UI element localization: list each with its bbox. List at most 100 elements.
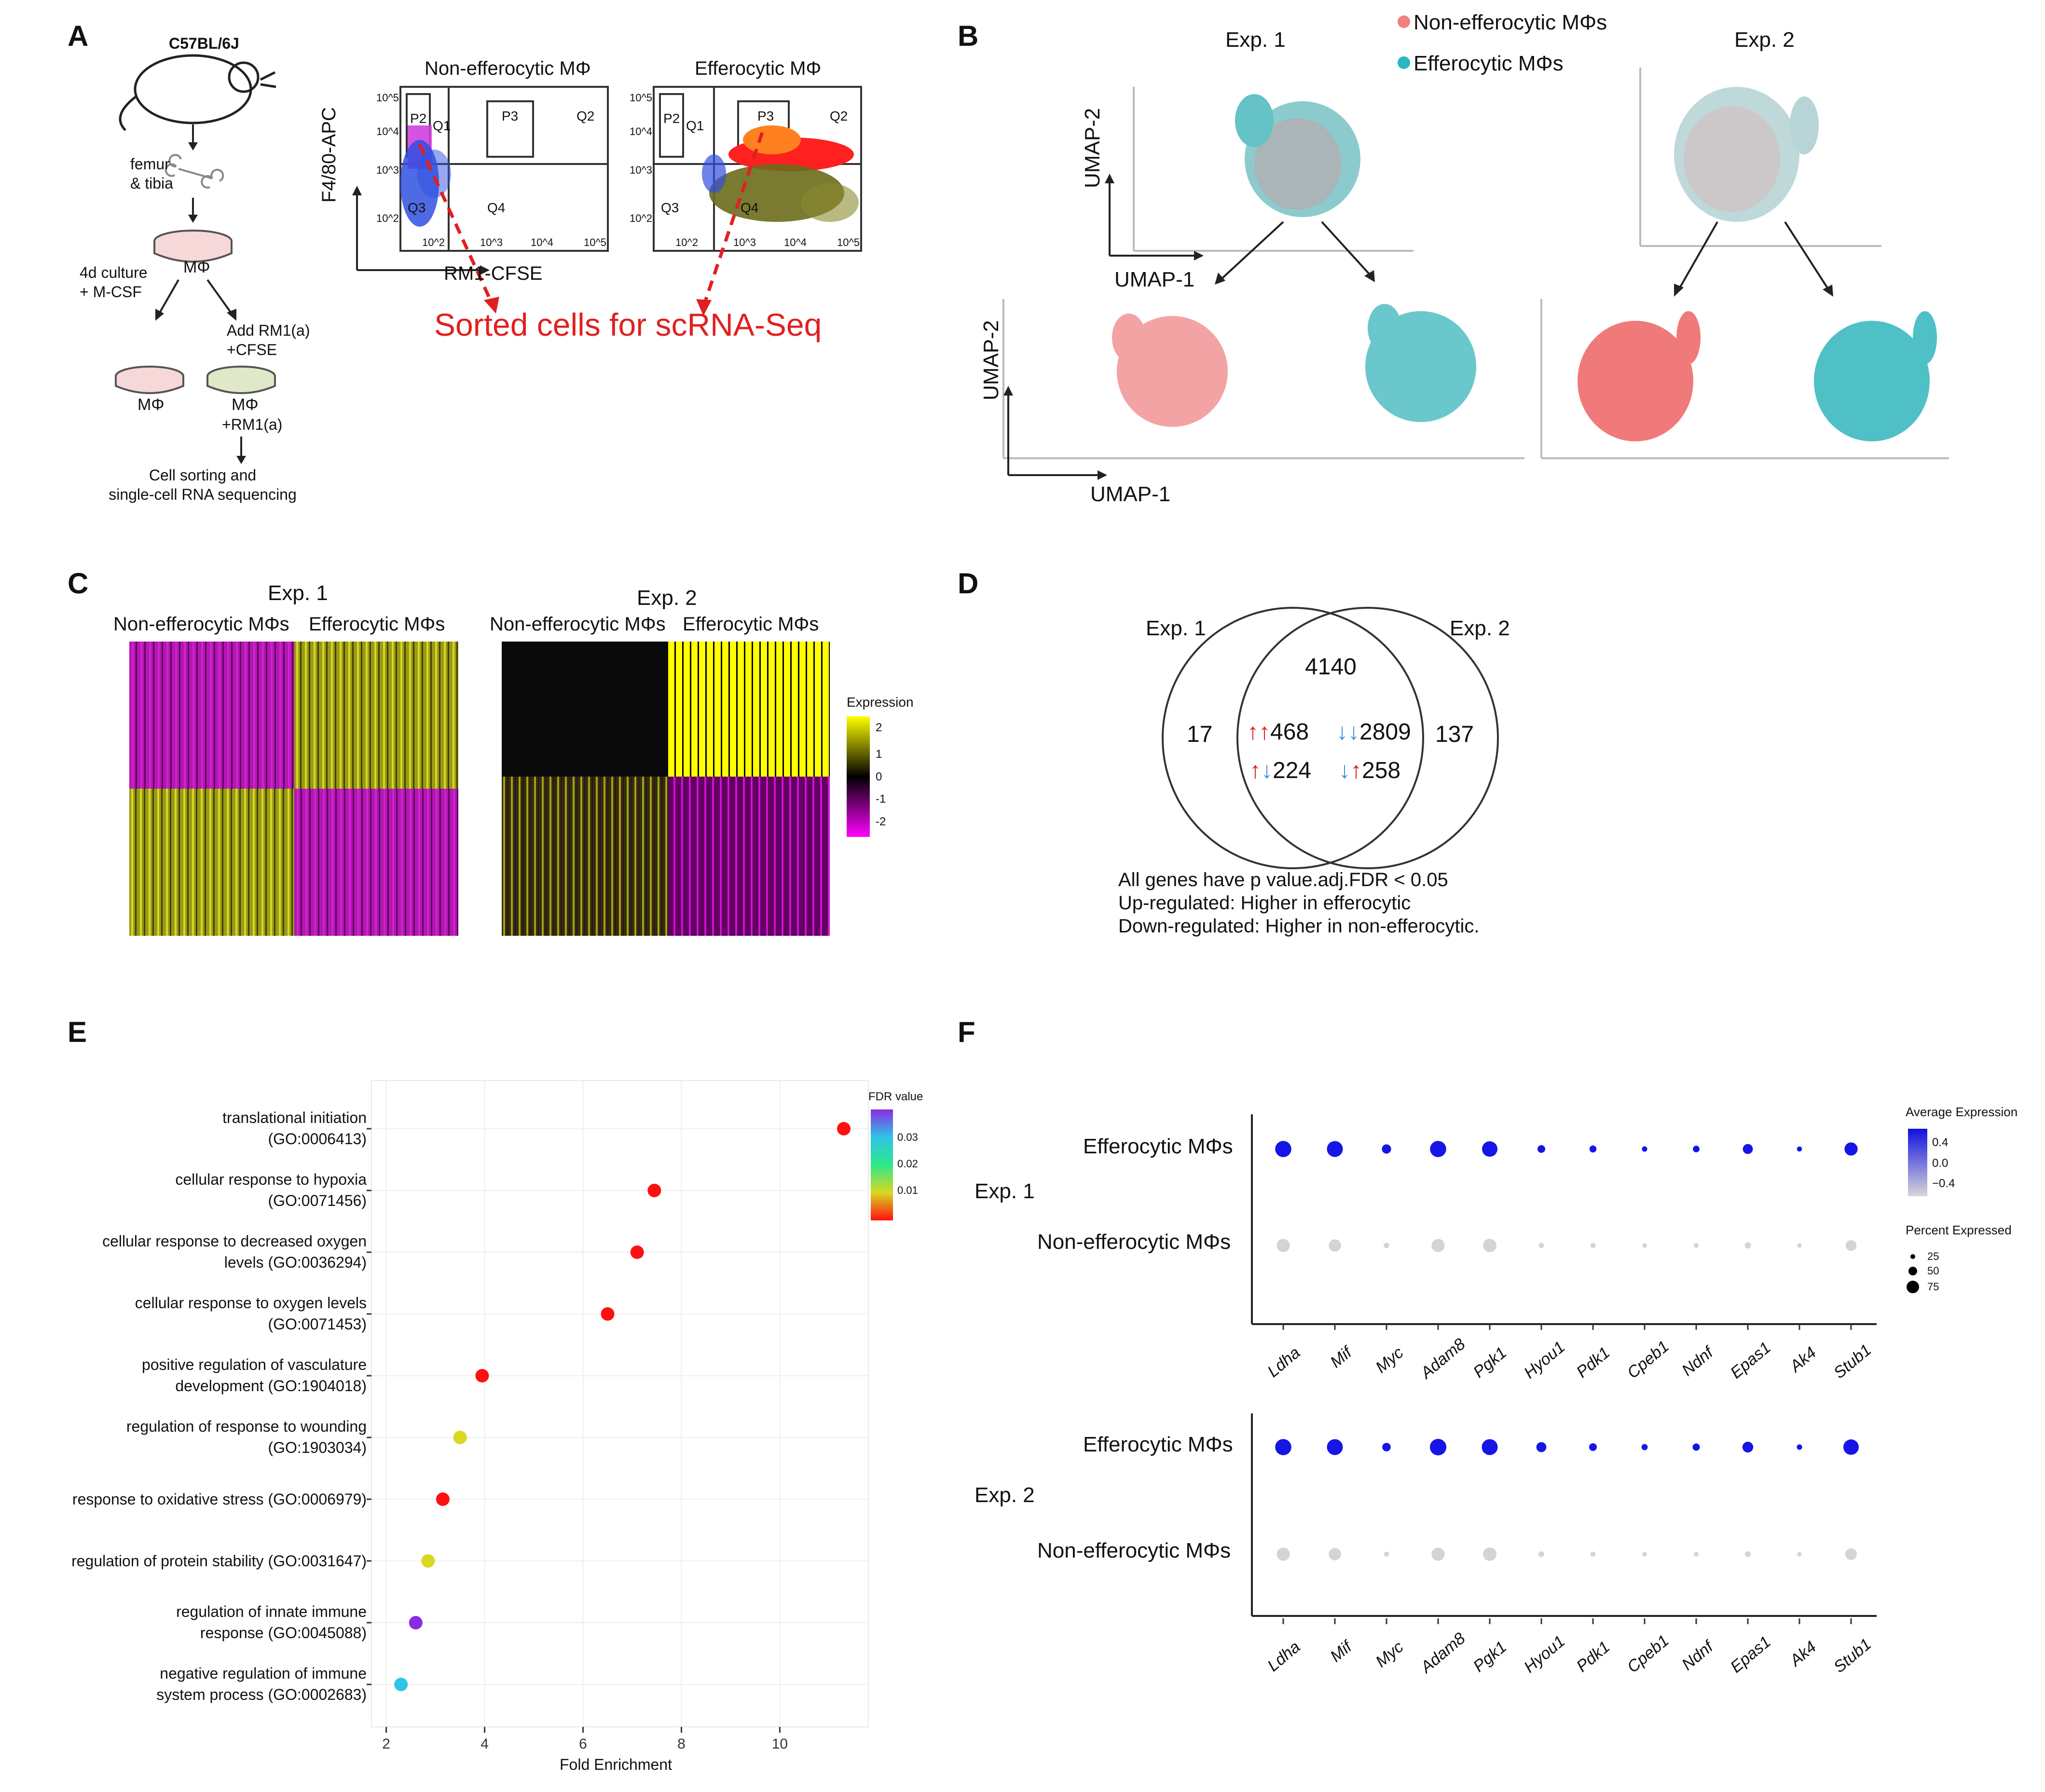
umap-y-label-bottom: UMAP-2	[979, 320, 1003, 400]
venn-only-exp1: 17	[1187, 722, 1213, 747]
dot-stub1	[1844, 1142, 1858, 1156]
expression-legend-title: Expression	[847, 695, 914, 710]
panel-label-f: F	[958, 1016, 975, 1048]
dot-ndnf	[1694, 1243, 1699, 1248]
dot-mif	[1327, 1141, 1343, 1157]
go-point	[837, 1122, 851, 1135]
sorted-arrow-left	[418, 144, 494, 305]
expression-colorbar	[847, 716, 870, 837]
venn-up-down-value: 224	[1273, 758, 1312, 783]
arrow-down-down-icon: ↓↓	[1336, 719, 1359, 745]
dot-adam8	[1431, 1547, 1445, 1561]
sorting-label: Cell sorting and single-cell RNA sequenc…	[109, 466, 297, 503]
arrow-down-icon-2: ↓	[1339, 758, 1350, 783]
dot-pdk1	[1589, 1443, 1597, 1451]
go-point	[630, 1245, 644, 1259]
pct-tick-75: 75	[1927, 1281, 1939, 1293]
mphi-rm1-label: +RM1(a)	[222, 416, 283, 433]
legend-efferocytic: Efferocytic MΦs	[1414, 52, 1564, 75]
dot-myc	[1384, 1243, 1389, 1248]
venn-set-exp2: Exp. 2	[1450, 616, 1510, 640]
mphi-left-label: MΦ	[137, 396, 165, 414]
dot-epas1	[1743, 1144, 1753, 1154]
legend-non-efferocytic: Non-efferocytic MΦs	[1414, 11, 1607, 34]
umap-exp2-split	[1540, 299, 1949, 459]
venn-note-2: Up-regulated: Higher in efferocytic	[1118, 892, 1411, 914]
avg-tick-00: 0.0	[1932, 1157, 1949, 1170]
dot-epas1	[1744, 1242, 1751, 1249]
venn-down-up: ↓↑258	[1339, 757, 1400, 784]
f-row-eff-1: Efferocytic MΦs	[1083, 1135, 1233, 1158]
go-point	[394, 1678, 408, 1691]
go-xtick-label: 8	[677, 1736, 686, 1752]
venn-down-up-value: 258	[1362, 758, 1401, 783]
dot-stub1	[1845, 1548, 1857, 1560]
dot-pgk1	[1483, 1547, 1496, 1561]
gate-p2-right: P2	[663, 111, 680, 126]
umap-exp2-combined	[1639, 68, 1881, 247]
gate-q3-left: Q3	[408, 200, 426, 215]
dot-adam8	[1430, 1141, 1446, 1157]
tick-left-y-3: 10^4	[376, 125, 399, 137]
pct-tick-50: 50	[1927, 1265, 1939, 1277]
gate-q4-right: Q4	[741, 200, 759, 215]
dot-mif	[1327, 1439, 1343, 1455]
go-term-label: response to oxidative stress (GO:0006979…	[72, 1491, 367, 1508]
dot-ldha	[1275, 1439, 1291, 1455]
tick-left-y-2: 10^3	[376, 164, 399, 176]
heatmap-exp2	[502, 642, 830, 936]
tick-left-y-1: 10^2	[376, 212, 399, 224]
tick-right-x-2: 10^3	[733, 236, 756, 248]
umap-x-label-bottom: UMAP-1	[1090, 482, 1171, 506]
go-point	[436, 1492, 450, 1506]
dot-ldha	[1276, 1547, 1290, 1561]
avg-expression-title: Average Expression	[1906, 1105, 2018, 1119]
go-point	[601, 1307, 615, 1321]
f-row-non-1: Non-efferocytic MΦs	[1037, 1230, 1231, 1254]
venn-note: All genes have p value.adj.FDR < 0.05 Up…	[1118, 868, 1480, 938]
umap-exp1-combined	[1133, 87, 1414, 252]
pct-legend-75	[1907, 1281, 1919, 1293]
venn-overlap-total: 4140	[1305, 654, 1357, 680]
gate-q2-left: Q2	[576, 109, 595, 123]
dot-cpeb1	[1641, 1444, 1648, 1450]
heatmap-exp2-left-group: Non-efferocytic MΦs	[490, 614, 666, 635]
dot-pgk1	[1482, 1439, 1498, 1455]
dot-hyou1	[1538, 1551, 1544, 1557]
tick-right-x-1: 10^2	[675, 236, 699, 248]
go-x-axis-label: Fold Enrichment	[560, 1756, 672, 1773]
umap-exp2-title: Exp. 2	[1734, 28, 1795, 52]
dot-pdk1	[1589, 1145, 1597, 1153]
dish-right-icon	[206, 366, 276, 394]
venn-down-down: ↓↓2809	[1336, 719, 1411, 745]
go-term-label: cellular response to decreased oxygen le…	[102, 1232, 367, 1271]
dot-pgk1	[1483, 1239, 1496, 1252]
dot-ak4	[1797, 1243, 1802, 1248]
gate-q3-right: Q3	[661, 200, 679, 215]
tick-right-y-4: 10^5	[630, 92, 653, 104]
dot-mif	[1329, 1239, 1341, 1252]
avg-tick-m04: −0.4	[1932, 1177, 1955, 1190]
heatmap-exp1-title: Exp. 1	[268, 581, 328, 605]
dot-mif	[1329, 1548, 1341, 1560]
heatmap-exp1	[129, 642, 458, 936]
dot-myc	[1382, 1144, 1391, 1154]
dotplot-exp1-frame	[1251, 1114, 1877, 1325]
dotplot-exp2-frame	[1251, 1413, 1877, 1617]
dot-ak4	[1797, 1146, 1802, 1152]
f-exp1-label: Exp. 1	[974, 1179, 1035, 1203]
culture-label: 4d culture + M-CSF	[80, 264, 148, 301]
dot-adam8	[1431, 1239, 1445, 1252]
expr-tick-m2: -2	[876, 815, 886, 828]
go-xtick-label: 4	[480, 1736, 489, 1752]
venn-diagram	[1162, 607, 1499, 869]
fdr-tick-001: 0.01	[897, 1184, 918, 1196]
dot-cpeb1	[1642, 1243, 1647, 1248]
tick-right-y-2: 10^3	[630, 164, 653, 176]
go-term-label: translational initiation (GO:0006413)	[222, 1109, 367, 1148]
pct-legend-25	[1910, 1254, 1915, 1259]
dot-cpeb1	[1642, 1146, 1647, 1152]
dot-ldha	[1276, 1239, 1290, 1252]
tick-left-x-3: 10^4	[531, 236, 554, 248]
